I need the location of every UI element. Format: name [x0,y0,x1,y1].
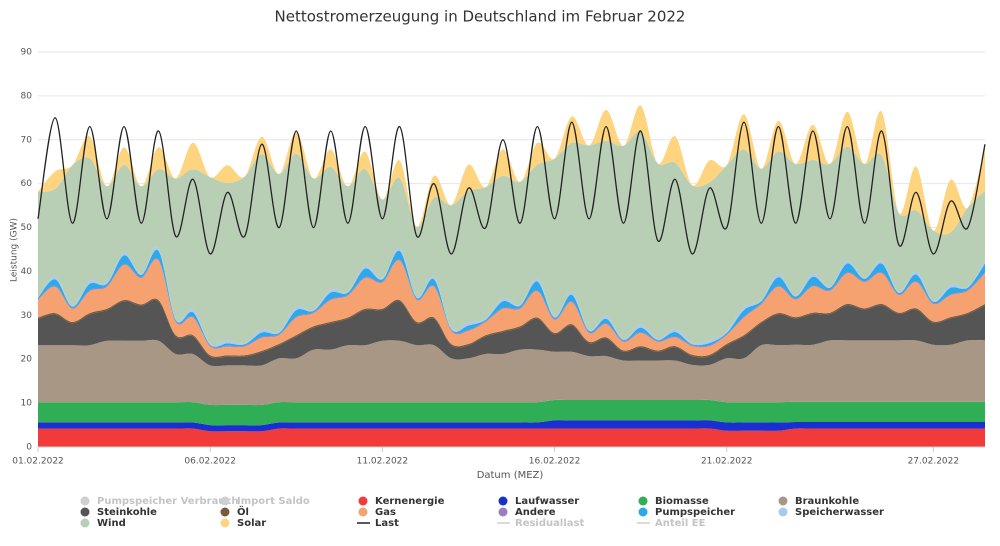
legend-marker [220,518,230,528]
legend-label: Laufwasser [515,496,579,507]
y-tick-label: 10 [21,399,33,409]
legend-label: Öl [237,504,249,518]
y-tick-label: 90 [21,48,33,58]
legend-marker [498,507,508,517]
x-tick-label: 06.02.2022 [184,457,236,467]
y-tick-label: 70 [21,135,33,145]
legend-marker [638,496,648,506]
y-tick-label: 40 [21,267,33,277]
legend-label: Gas [375,507,396,518]
y-tick-label: 30 [21,311,33,321]
y-tick-label: 60 [21,179,33,189]
y-tick-label: 20 [21,355,33,365]
legend-label: Andere [515,507,556,518]
x-tick-label: 16.02.2022 [529,457,581,467]
legend-marker [358,507,368,517]
x-axis-title: Datum (MEZ) [477,470,544,481]
area [38,249,985,348]
legend-label: Biomasse [655,496,709,507]
area [38,428,985,447]
y-tick-label: 50 [21,223,33,233]
area [38,399,985,426]
legend-marker [80,518,90,528]
legend-marker [778,496,788,506]
legend-marker [498,496,508,506]
legend-marker [778,507,788,517]
area [38,339,985,406]
legend-marker [80,496,90,506]
x-tick-label: 11.02.2022 [357,457,409,467]
legend-marker [638,507,648,517]
legend-label: Last [375,518,399,529]
legend-marker [220,507,230,517]
y-tick-label: 80 [21,91,33,101]
legend-label: Steinkohle [97,507,157,518]
y-axis-title: Leistung (GW) [10,218,20,282]
area [38,420,985,432]
legend-marker [358,496,368,506]
legend-label: Braunkohle [795,496,859,507]
legend-label: Kernenergie [375,496,445,507]
x-tick-label: 21.02.2022 [701,457,753,467]
legend-label: Pumpspeicher [655,507,735,518]
plot-area [37,105,986,447]
legend-label: Wind [97,518,126,529]
legend-label: Anteil EE [655,518,706,529]
x-tick-label: 27.02.2022 [908,457,960,467]
area [38,299,985,367]
area [38,131,985,346]
legend-marker [220,496,230,506]
x-tick-label: 01.02.2022 [12,457,64,467]
legend-label: Speicherwasser [795,507,884,518]
area [38,259,985,357]
legend-label: Residuallast [515,518,584,529]
legend-label: Pumpspeicher Verbrauch [97,496,239,507]
y-tick-label: 0 [26,443,32,453]
chart-title: Nettostromerzeugung in Deutschland im Fe… [275,8,686,26]
legend-label: Solar [237,518,266,529]
legend-label: Import Saldo [237,496,310,507]
legend-marker [80,507,90,517]
line [37,117,986,255]
